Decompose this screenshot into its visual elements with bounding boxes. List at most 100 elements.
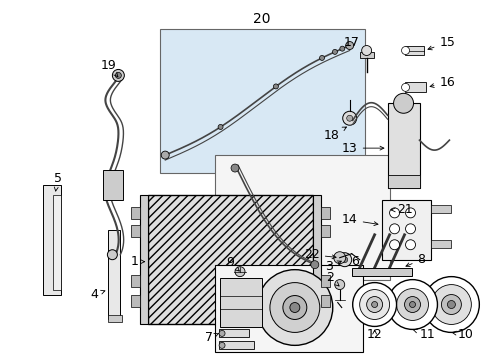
Bar [404,45,424,55]
Circle shape [389,208,399,218]
Circle shape [115,72,121,78]
Bar [131,294,140,306]
Circle shape [401,84,408,91]
Circle shape [366,297,382,312]
Bar [219,341,253,349]
Circle shape [430,285,470,324]
Text: 16: 16 [429,76,454,89]
Circle shape [405,240,415,250]
Bar [404,82,426,92]
Text: 3: 3 [324,260,341,273]
Bar [387,175,419,188]
Bar [320,294,329,306]
Text: 9: 9 [225,256,239,271]
Bar [351,268,411,276]
Bar [108,315,122,323]
Text: 10: 10 [451,328,472,341]
Text: 1: 1 [130,255,144,268]
Text: 8: 8 [405,253,425,266]
Circle shape [218,125,223,130]
Text: 18: 18 [323,127,346,142]
Text: 6: 6 [350,255,358,268]
Circle shape [283,296,306,319]
Circle shape [235,267,244,276]
Text: 22: 22 [304,248,335,261]
Text: 14: 14 [341,213,377,226]
Circle shape [161,151,169,159]
Text: 19: 19 [101,59,118,77]
Bar [140,195,148,324]
Circle shape [310,261,318,269]
Bar [320,275,329,287]
Bar [215,155,389,280]
Circle shape [447,301,454,309]
Circle shape [359,289,389,319]
Text: 21: 21 [390,203,412,216]
Bar [131,275,140,287]
Text: 11: 11 [412,328,434,341]
Circle shape [389,240,399,250]
Bar [131,225,140,237]
Circle shape [401,46,408,54]
Bar [148,195,312,324]
Circle shape [337,253,351,267]
Text: 12: 12 [366,328,382,341]
Bar [215,265,362,352]
Bar [387,103,419,188]
Circle shape [408,302,415,307]
Circle shape [423,276,478,332]
Bar [359,53,373,58]
Circle shape [289,302,299,312]
Bar [320,225,329,237]
Circle shape [333,252,345,264]
Text: 15: 15 [427,36,454,50]
Text: 13: 13 [341,141,383,155]
Bar [430,240,450,248]
Bar [381,200,430,260]
Circle shape [269,283,319,332]
Circle shape [345,41,353,50]
Text: 5: 5 [53,171,61,191]
Text: 20: 20 [253,12,270,26]
Text: 4: 4 [90,288,105,301]
Circle shape [346,115,352,121]
Circle shape [256,270,332,345]
Circle shape [371,302,377,307]
Bar [219,329,248,337]
Bar [220,278,262,328]
Circle shape [405,224,415,234]
Circle shape [112,69,124,81]
Circle shape [387,280,437,329]
Circle shape [334,280,344,289]
Circle shape [405,208,415,218]
Circle shape [107,250,117,260]
Circle shape [339,46,344,51]
Circle shape [319,55,324,60]
Text: 2: 2 [325,271,338,286]
Bar [430,205,450,213]
Bar [131,207,140,219]
Bar [312,195,320,324]
Text: 17: 17 [343,36,359,49]
Circle shape [396,289,427,320]
Bar [160,28,364,173]
Circle shape [389,224,399,234]
Bar [103,170,123,200]
Circle shape [361,45,371,55]
Bar [320,207,329,219]
Bar [52,195,61,289]
Circle shape [393,93,413,113]
Circle shape [219,330,224,336]
Text: 7: 7 [204,331,218,344]
Circle shape [230,164,239,172]
Circle shape [352,283,396,327]
Circle shape [342,111,356,125]
Bar [42,185,61,294]
Circle shape [219,342,224,348]
Circle shape [341,257,347,263]
Circle shape [441,294,461,315]
Circle shape [273,84,278,89]
Circle shape [404,297,420,312]
Bar [108,230,120,319]
Circle shape [332,49,337,54]
